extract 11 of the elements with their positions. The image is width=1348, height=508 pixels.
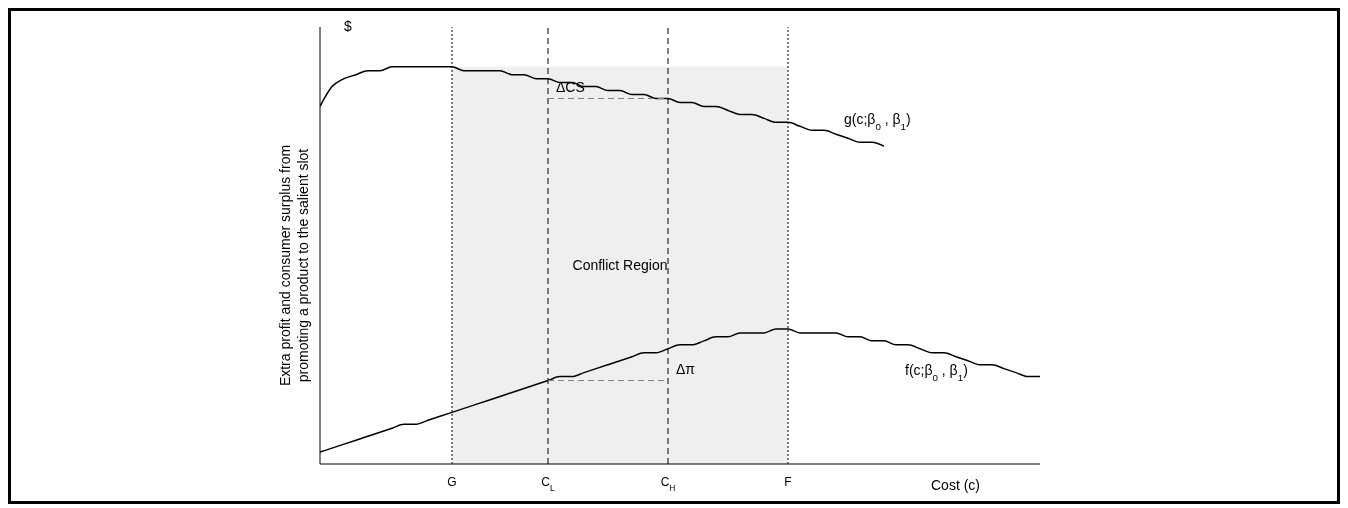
band-label: Conflict Region: [572, 257, 668, 274]
annotation: Δπ: [676, 360, 696, 377]
series-label: g(c;β$_{0}$ , β$_{1}$): [844, 111, 911, 132]
series-label: f(c;β$_{0}$ , β$_{1}$): [905, 361, 968, 383]
x-tick-label: C$_{H}$: [660, 475, 676, 493]
x-tick-label: C$_{L}$: [541, 475, 555, 493]
text: $: [344, 18, 353, 34]
x-axis-title: Cost (c): [931, 477, 980, 493]
x-tick-label: F: [784, 475, 792, 489]
y-axis-title: Extra profit and consumer surplus from promoting a product to the salient slot: [277, 144, 311, 387]
x-tick-label: G: [447, 475, 457, 489]
